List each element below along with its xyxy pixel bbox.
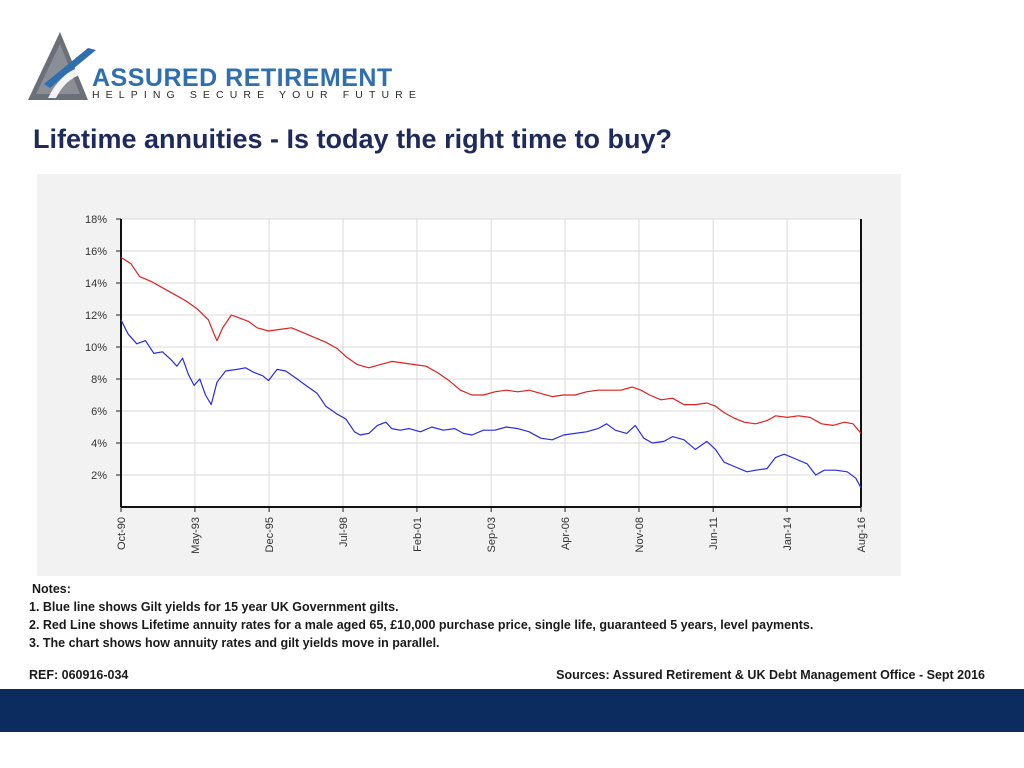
x-tick-label: Nov-08: [634, 517, 646, 552]
note-item: 2. Red Line shows Lifetime annuity rates…: [29, 618, 814, 632]
x-tick-label: Sep-03: [486, 517, 498, 552]
page-title: Lifetime annuities - Is today the right …: [33, 124, 673, 154]
company-logo: ASSURED RETIREMENT HELPING SECURE YOUR F…: [26, 28, 426, 104]
chart-panel: 2% 4% 6% 8% 10% 12% 14% 16% 18% Oct-90 May-93 Dec-9…: [37, 174, 901, 576]
x-tick-label: Jun-11: [708, 517, 720, 550]
x-tick-label: Feb-01: [412, 517, 424, 552]
brand-tagline: HELPING SECURE YOUR FUTURE: [92, 89, 422, 101]
x-tick-label: May-93: [190, 517, 202, 554]
note-item: 3. The chart shows how annuity rates and…: [29, 636, 440, 650]
y-tick-label: 6%: [91, 406, 107, 418]
reference-code: REF: 060916-034: [29, 668, 129, 682]
sources-line: Sources: Assured Retirement & UK Debt Ma…: [556, 668, 985, 682]
notes-section: Notes: 1. Blue line shows Gilt yields fo…: [29, 580, 989, 652]
x-tick-label: Jan-14: [782, 517, 794, 551]
gilt-yield-line: [120, 319, 862, 489]
footer-band: [0, 689, 1024, 732]
y-tick-label: 16%: [85, 246, 107, 258]
y-tick-label: 12%: [85, 310, 107, 322]
y-tick-label: 8%: [91, 374, 107, 386]
x-tick-label: Aug-16: [856, 517, 868, 552]
notes-heading: Notes:: [32, 582, 71, 596]
logo-triangle-icon: [28, 32, 96, 100]
x-tick-label: Apr-06: [560, 517, 572, 550]
y-tick-label: 14%: [85, 278, 107, 290]
line-chart: 2% 4% 6% 8% 10% 12% 14% 16% 18% Oct-90 May-93 Dec-9…: [85, 214, 868, 554]
x-tick-label: Jul-98: [338, 517, 350, 547]
note-item: 1. Blue line shows Gilt yields for 15 ye…: [29, 600, 399, 614]
y-tick-label: 2%: [91, 470, 107, 482]
y-tick-label: 10%: [85, 342, 107, 354]
brand-name: ASSURED RETIREMENT: [92, 64, 393, 92]
y-tick-label: 18%: [85, 214, 107, 226]
y-tick-label: 4%: [91, 438, 107, 450]
annuity-rate-line: [120, 256, 862, 434]
x-tick-label: Dec-95: [264, 517, 276, 552]
x-tick-label: Oct-90: [116, 517, 128, 550]
